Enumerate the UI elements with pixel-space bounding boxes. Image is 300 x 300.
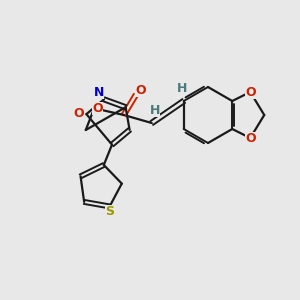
Text: O: O [245,85,256,98]
Text: H: H [177,82,187,94]
Text: O: O [135,83,146,97]
Text: O: O [92,101,103,115]
Text: S: S [105,205,114,218]
Text: N: N [94,86,104,99]
Text: H: H [150,103,160,116]
Text: O: O [245,131,256,145]
Text: O: O [73,106,84,120]
